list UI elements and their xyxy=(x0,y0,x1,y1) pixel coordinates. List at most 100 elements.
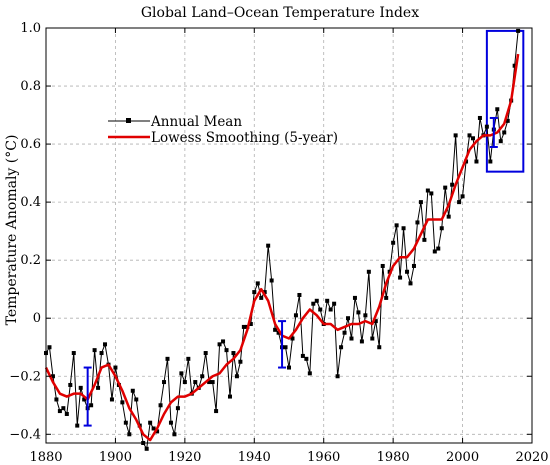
annual-mean-point xyxy=(168,420,173,425)
annual-mean-point xyxy=(349,336,354,341)
annual-mean-point xyxy=(238,359,243,364)
annual-mean-point xyxy=(318,307,323,312)
annual-mean-point xyxy=(47,345,52,350)
x-tick-label: 1980 xyxy=(377,450,410,465)
x-tick-label: 1960 xyxy=(307,450,340,465)
annual-mean-point xyxy=(175,406,180,411)
annual-mean-point xyxy=(311,301,316,306)
annual-mean-point xyxy=(71,351,76,356)
annual-mean-point xyxy=(342,330,347,335)
axis-ticks: 1880 1900 1920 1940 1960 1980 2000 2020 −0.4 −0.2… xyxy=(9,21,548,465)
annual-mean-point xyxy=(411,263,416,268)
annual-mean-point xyxy=(384,295,389,300)
lowess-line xyxy=(44,53,520,442)
annual-mean-point xyxy=(151,426,156,431)
annual-mean-point xyxy=(398,275,403,280)
y-tick-label: −0.2 xyxy=(9,369,41,384)
x-tick-label: 1920 xyxy=(168,450,201,465)
annual-mean-point xyxy=(214,409,219,414)
annual-mean-point xyxy=(516,28,521,33)
annual-mean-point xyxy=(64,411,69,416)
annual-mean-point xyxy=(259,295,264,300)
annual-mean-point xyxy=(432,249,437,254)
annual-mean-point xyxy=(134,397,139,402)
annual-mean-point xyxy=(61,406,66,411)
annual-mean-point xyxy=(352,295,357,300)
error-bars xyxy=(83,116,498,427)
annual-mean-point xyxy=(224,348,229,353)
annual-mean-point xyxy=(252,290,257,295)
annual-mean-point xyxy=(231,351,236,356)
annual-mean-point xyxy=(405,269,410,274)
annual-mean-point xyxy=(54,397,59,402)
annual-mean-point xyxy=(89,403,94,408)
annual-mean-point xyxy=(123,420,128,425)
lowess-series xyxy=(44,53,520,442)
annual-mean-point xyxy=(96,385,101,390)
annual-mean-point xyxy=(92,348,97,353)
annual-mean-point xyxy=(179,371,184,376)
y-tick-label: 0.6 xyxy=(20,137,41,152)
annual-mean-point xyxy=(328,307,333,312)
annual-mean-point xyxy=(241,324,246,329)
annual-mean-point xyxy=(103,342,108,347)
annual-mean-point xyxy=(457,200,462,205)
annual-mean-point xyxy=(460,194,465,199)
annual-mean-point xyxy=(200,374,205,379)
annual-mean-point xyxy=(57,409,62,414)
annual-mean-point xyxy=(335,374,340,379)
annual-mean-point xyxy=(221,339,226,344)
annual-mean-point xyxy=(370,336,375,341)
annual-mean-point xyxy=(148,420,153,425)
annual-mean-point xyxy=(436,246,441,251)
annual-mean-point xyxy=(269,278,274,283)
annual-mean-point xyxy=(446,214,451,219)
annual-mean-point xyxy=(377,345,382,350)
annual-mean-point xyxy=(234,374,239,379)
annual-mean-point xyxy=(300,353,305,358)
highlight-box xyxy=(485,29,525,173)
annual-mean-point xyxy=(498,139,503,144)
annual-mean-point xyxy=(283,345,288,350)
annual-mean-point xyxy=(356,310,361,315)
annual-mean-point xyxy=(391,240,396,245)
annual-mean-point xyxy=(120,400,125,405)
annual-mean-point xyxy=(314,298,319,303)
x-tick-label: 2020 xyxy=(515,450,548,465)
annual-mean-point xyxy=(418,200,423,205)
annual-mean-point xyxy=(401,226,406,231)
annual-mean-point xyxy=(477,115,482,120)
annual-mean-point xyxy=(484,124,489,129)
annual-mean-point xyxy=(339,345,344,350)
annual-mean-point xyxy=(474,159,479,164)
annual-mean-point xyxy=(380,263,385,268)
y-tick-label: 0 xyxy=(33,311,41,326)
annual-mean-point xyxy=(203,351,208,356)
annual-mean-point xyxy=(165,356,170,361)
annual-mean-point xyxy=(287,365,291,370)
highlight-box-layer xyxy=(485,29,525,173)
annual-mean-point xyxy=(217,342,222,347)
annual-mean-point xyxy=(429,191,434,196)
annual-mean-point xyxy=(248,322,253,327)
legend: Annual Mean Lowess Smoothing (5-year) xyxy=(108,114,338,146)
annual-mean-point xyxy=(373,319,378,324)
annual-mean-point xyxy=(155,429,160,434)
annual-mean-point xyxy=(276,330,281,335)
annual-mean-point xyxy=(78,385,83,390)
x-tick-label: 2000 xyxy=(446,450,479,465)
annual-mean-line xyxy=(45,30,519,451)
y-axis-label: Temperature Anomaly (°C) xyxy=(4,135,20,326)
annual-mean-point xyxy=(422,237,427,242)
annual-mean-point xyxy=(227,394,232,399)
annual-mean-point xyxy=(443,185,448,190)
annual-mean-point xyxy=(359,339,364,344)
annual-mean-point xyxy=(172,432,177,437)
annual-mean-point xyxy=(273,327,278,332)
annual-mean-point xyxy=(210,380,215,385)
x-tick-label: 1940 xyxy=(238,450,271,465)
y-tick-label: 0.2 xyxy=(20,253,41,268)
annual-mean-point xyxy=(99,351,104,356)
annual-mean-point xyxy=(394,223,399,228)
